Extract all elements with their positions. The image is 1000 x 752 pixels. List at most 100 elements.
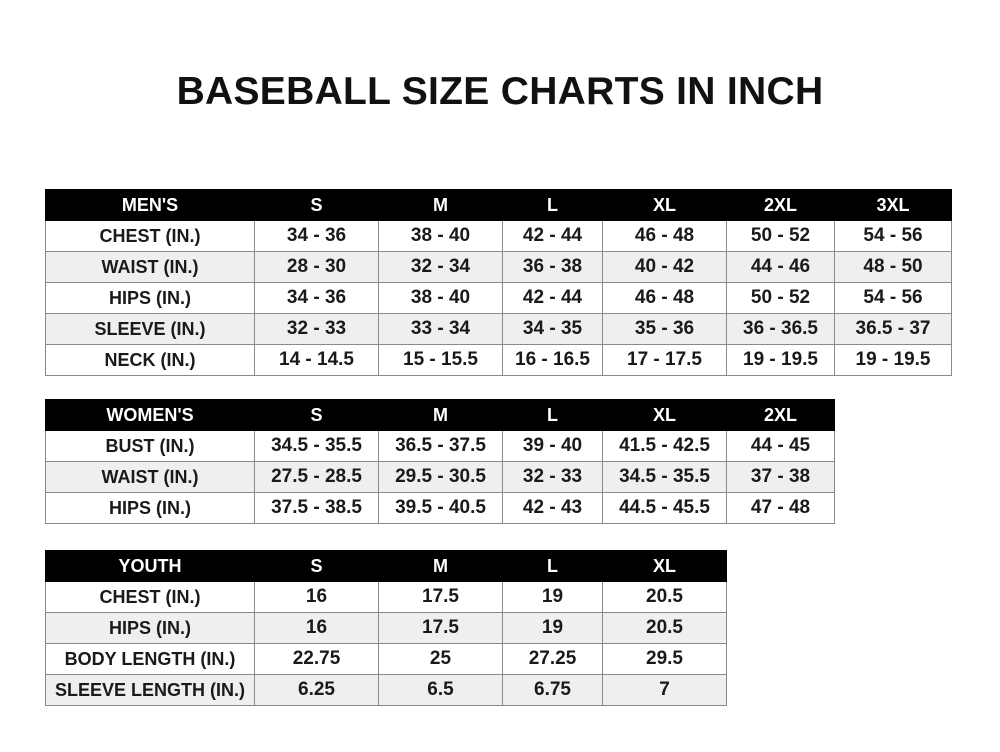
measurement-value: 19 xyxy=(502,612,603,644)
measurement-value: 36.5 - 37.5 xyxy=(378,430,503,462)
size-header: M xyxy=(378,189,503,221)
measurement-label: WAIST (IN.) xyxy=(45,251,255,283)
table-row: HIPS (IN.) 37.5 - 38.5 39.5 - 40.5 42 - 43 4… xyxy=(45,492,835,524)
measurement-value: 50 - 52 xyxy=(726,220,835,252)
measurement-value: 6.25 xyxy=(254,674,379,706)
measurement-value: 34.5 - 35.5 xyxy=(254,430,379,462)
measurement-value: 37.5 - 38.5 xyxy=(254,492,379,524)
size-header: 2XL xyxy=(726,189,835,221)
size-header: L xyxy=(502,399,603,431)
header-row: WOMEN'S S M L XL 2XL xyxy=(45,399,835,431)
size-header: M xyxy=(378,550,503,582)
measurement-value: 40 - 42 xyxy=(602,251,727,283)
measurement-value: 54 - 56 xyxy=(834,282,952,314)
table-row: CHEST (IN.) 16 17.5 19 20.5 xyxy=(45,581,727,613)
measurement-label: SLEEVE LENGTH (IN.) xyxy=(45,674,255,706)
measurement-value: 42 - 43 xyxy=(502,492,603,524)
measurement-label: BODY LENGTH (IN.) xyxy=(45,643,255,675)
measurement-value: 20.5 xyxy=(602,581,727,613)
measurement-value: 22.75 xyxy=(254,643,379,675)
size-header: S xyxy=(254,399,379,431)
measurement-value: 17.5 xyxy=(378,612,503,644)
measurement-value: 46 - 48 xyxy=(602,282,727,314)
measurement-value: 17.5 xyxy=(378,581,503,613)
table-row: NECK (IN.) 14 - 14.5 15 - 15.5 16 - 16.5 17 … xyxy=(45,344,952,376)
measurement-label: CHEST (IN.) xyxy=(45,220,255,252)
size-header: S xyxy=(254,550,379,582)
table-row: WAIST (IN.) 27.5 - 28.5 29.5 - 30.5 32 - 33… xyxy=(45,461,835,493)
measurement-value: 38 - 40 xyxy=(378,220,503,252)
measurement-value: 16 - 16.5 xyxy=(502,344,603,376)
measurement-value: 46 - 48 xyxy=(602,220,727,252)
size-header: S xyxy=(254,189,379,221)
measurement-value: 32 - 33 xyxy=(254,313,379,345)
measurement-label: HIPS (IN.) xyxy=(45,612,255,644)
measurement-value: 16 xyxy=(254,581,379,613)
measurement-value: 19 - 19.5 xyxy=(726,344,835,376)
measurement-value: 47 - 48 xyxy=(726,492,835,524)
measurement-value: 19 xyxy=(502,581,603,613)
measurement-value: 34 - 36 xyxy=(254,282,379,314)
measurement-value: 34 - 35 xyxy=(502,313,603,345)
size-header: 2XL xyxy=(726,399,835,431)
measurement-value: 36 - 38 xyxy=(502,251,603,283)
measurement-value: 16 xyxy=(254,612,379,644)
youth-size-table: YOUTH S M L XL CHEST (IN.) 16 17.5 19 20.5 HIPS (I… xyxy=(45,550,727,706)
measurement-value: 14 - 14.5 xyxy=(254,344,379,376)
measurement-value: 28 - 30 xyxy=(254,251,379,283)
measurement-value: 54 - 56 xyxy=(834,220,952,252)
measurement-label: SLEEVE (IN.) xyxy=(45,313,255,345)
measurement-value: 39 - 40 xyxy=(502,430,603,462)
size-header: 3XL xyxy=(834,189,952,221)
measurement-value: 25 xyxy=(378,643,503,675)
category-header: MEN'S xyxy=(45,189,255,221)
table-row: CHEST (IN.) 34 - 36 38 - 40 42 - 44 46 - 48 5… xyxy=(45,220,952,252)
size-header: L xyxy=(502,550,603,582)
table-row: SLEEVE (IN.) 32 - 33 33 - 34 34 - 35 35 - 36… xyxy=(45,313,952,345)
size-header: XL xyxy=(602,550,727,582)
page-title: BASEBALL SIZE CHARTS IN INCH xyxy=(176,70,824,113)
table-row: HIPS (IN.) 34 - 36 38 - 40 42 - 44 46 - 48 50… xyxy=(45,282,952,314)
measurement-value: 35 - 36 xyxy=(602,313,727,345)
table-row: HIPS (IN.) 16 17.5 19 20.5 xyxy=(45,612,727,644)
size-header: M xyxy=(378,399,503,431)
measurement-value: 41.5 - 42.5 xyxy=(602,430,727,462)
measurement-value: 6.5 xyxy=(378,674,503,706)
measurement-value: 44 - 45 xyxy=(726,430,835,462)
measurement-value: 44.5 - 45.5 xyxy=(602,492,727,524)
header-row: MEN'S S M L XL 2XL 3XL xyxy=(45,189,952,221)
table-row: BUST (IN.) 34.5 - 35.5 36.5 - 37.5 39 - 40 4… xyxy=(45,430,835,462)
measurement-value: 44 - 46 xyxy=(726,251,835,283)
size-header: L xyxy=(502,189,603,221)
measurement-label: CHEST (IN.) xyxy=(45,581,255,613)
measurement-value: 36 - 36.5 xyxy=(726,313,835,345)
measurement-value: 27.25 xyxy=(502,643,603,675)
measurement-label: HIPS (IN.) xyxy=(45,282,255,314)
measurement-value: 38 - 40 xyxy=(378,282,503,314)
measurement-value: 33 - 34 xyxy=(378,313,503,345)
measurement-value: 6.75 xyxy=(502,674,603,706)
measurement-value: 36.5 - 37 xyxy=(834,313,952,345)
measurement-value: 34.5 - 35.5 xyxy=(602,461,727,493)
measurement-value: 32 - 33 xyxy=(502,461,603,493)
size-header: XL xyxy=(602,399,727,431)
measurement-value: 50 - 52 xyxy=(726,282,835,314)
measurement-value: 29.5 xyxy=(602,643,727,675)
measurement-label: WAIST (IN.) xyxy=(45,461,255,493)
measurement-value: 7 xyxy=(602,674,727,706)
measurement-value: 17 - 17.5 xyxy=(602,344,727,376)
womens-size-table: WOMEN'S S M L XL 2XL BUST (IN.) 34.5 - 35.5 36.5… xyxy=(45,399,835,524)
measurement-value: 27.5 - 28.5 xyxy=(254,461,379,493)
measurement-label: HIPS (IN.) xyxy=(45,492,255,524)
mens-size-table: MEN'S S M L XL 2XL 3XL CHEST (IN.) 34 - 36 38 - 4… xyxy=(45,189,952,376)
measurement-label: BUST (IN.) xyxy=(45,430,255,462)
table-row: WAIST (IN.) 28 - 30 32 - 34 36 - 38 40 - 42 4… xyxy=(45,251,952,283)
measurement-value: 19 - 19.5 xyxy=(834,344,952,376)
measurement-label: NECK (IN.) xyxy=(45,344,255,376)
measurement-value: 32 - 34 xyxy=(378,251,503,283)
size-header: XL xyxy=(602,189,727,221)
category-header: YOUTH xyxy=(45,550,255,582)
measurement-value: 42 - 44 xyxy=(502,220,603,252)
measurement-value: 37 - 38 xyxy=(726,461,835,493)
measurement-value: 15 - 15.5 xyxy=(378,344,503,376)
